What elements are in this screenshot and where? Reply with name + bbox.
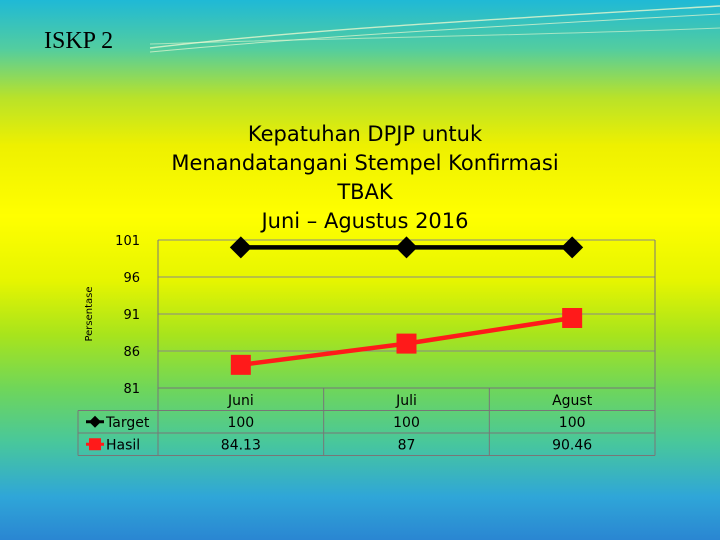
data-point [229,236,252,259]
data-point [562,307,583,328]
x-category-label: Agust [552,393,593,409]
y-tick-label: 86 [123,345,140,360]
y-tick-label: 91 [123,308,140,323]
table-value: 100 [559,415,586,431]
table-value: 90.46 [552,437,592,453]
chart-title-line-2: Menandatangani Stempel Konfirmasi [171,151,559,175]
x-category-label: Juni [227,393,254,409]
decorative-swoosh-lines [149,5,720,53]
data-point [395,236,418,259]
y-tick-label: 101 [115,234,140,249]
chart-title-line-1: Kepatuhan DPJP untuk [247,122,483,146]
table-value: 87 [398,437,416,453]
y-tick-label: 81 [123,382,140,397]
table-value: 100 [393,415,420,431]
legend-key-marker [89,438,101,451]
data-point [396,333,417,354]
chart-title: Kepatuhan DPJP untuk Menandatangani Stem… [120,120,610,236]
table-value: 84.13 [221,437,261,453]
legend-label: Hasil [106,437,140,453]
y-tick-label: 96 [123,271,140,286]
chart-title-line-4: Juni – Agustus 2016 [261,209,469,233]
x-category-label: Juli [395,393,417,409]
legend-key-marker [89,415,101,428]
table-value: 100 [227,415,254,431]
y-axis-label: Persentase [84,286,95,341]
slide-title: ISKP 2 [44,28,114,54]
data-point [561,236,584,259]
data-point [230,354,251,375]
legend-label: Target [105,415,150,431]
chart-title-line-3: TBAK [337,180,393,204]
